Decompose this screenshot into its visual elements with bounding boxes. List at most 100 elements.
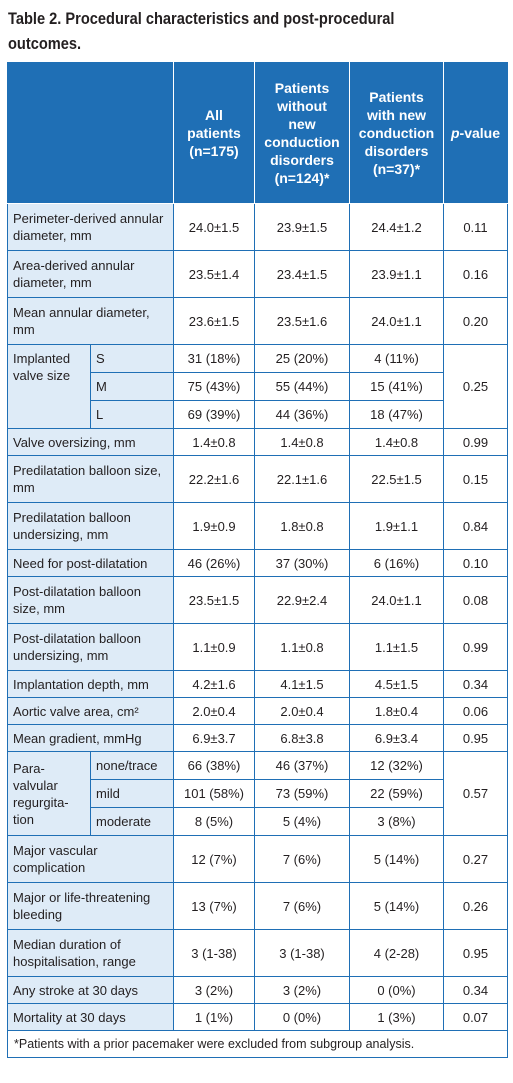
cell-with: 4 (2-28) <box>349 929 444 977</box>
row-label: Major vascular complication <box>7 835 174 883</box>
header-with-disorders: Patients with new conduction disorders (… <box>349 62 444 204</box>
header-without-disorders: Patients without new conduction disorder… <box>254 62 350 204</box>
cell-with: 23.9±1.1 <box>349 250 444 298</box>
cell-p-value: 0.95 <box>443 724 508 752</box>
cell-with: 4 (11%) <box>349 344 444 373</box>
sub-label: S <box>90 344 174 373</box>
cell-with: 6 (16%) <box>349 549 444 577</box>
table-row: Median duration of hospitalisation, rang… <box>7 929 508 977</box>
cell-with: 1.1±1.5 <box>349 623 444 671</box>
cell-without: 1.8±0.8 <box>254 502 350 550</box>
table-title-line-2: outcomes. <box>8 34 82 53</box>
cell-without: 22.1±1.6 <box>254 455 350 503</box>
cell-all: 1.1±0.9 <box>173 623 255 671</box>
cell-p-value: 0.08 <box>443 576 508 624</box>
header-p-value: p-value <box>443 62 508 204</box>
cell-with: 22 (59%) <box>349 779 444 808</box>
cell-all: 6.9±3.7 <box>173 724 255 752</box>
cell-all: 4.2±1.6 <box>173 670 255 698</box>
table-row: Mean gradient, mmHg 6.9±3.7 6.8±3.8 6.9±… <box>7 724 508 752</box>
table-row: Major or life-threatening bleeding 13 (7… <box>7 882 508 930</box>
header-blank <box>7 62 174 204</box>
cell-all: 8 (5%) <box>173 807 255 836</box>
cell-with: 18 (47%) <box>349 400 444 429</box>
table-row: Predilatation balloon undersizing, mm 1.… <box>7 502 508 550</box>
row-label: Post-dilatation balloon size, mm <box>7 576 174 624</box>
cell-all: 66 (38%) <box>173 751 255 780</box>
row-label: Aortic valve area, cm² <box>7 697 174 725</box>
table-row: Perimeter-derived annular diameter, mm 2… <box>7 203 508 251</box>
table-title-line-1: Table 2. Procedural characteristics and … <box>8 9 395 28</box>
cell-without: 23.9±1.5 <box>254 203 350 251</box>
row-label: Need for post-dilatation <box>7 549 174 577</box>
cell-without: 1.4±0.8 <box>254 428 350 456</box>
table-row: M 75 (43%) 55 (44%) 15 (41%) <box>8 372 508 401</box>
cell-all: 13 (7%) <box>173 882 255 930</box>
table-row: moderate 8 (5%) 5 (4%) 3 (8%) <box>8 807 508 836</box>
cell-all: 1 (1%) <box>173 1003 255 1031</box>
cell-p-value: 0.10 <box>443 549 508 577</box>
table-row: L 69 (39%) 44 (36%) 18 (47%) <box>8 400 508 429</box>
cell-p-value: 0.07 <box>443 1003 508 1031</box>
cell-with: 3 (8%) <box>349 807 444 836</box>
row-label: Implanted valve size <box>7 344 91 429</box>
cell-all: 101 (58%) <box>173 779 255 808</box>
cell-with: 5 (14%) <box>349 882 444 930</box>
table-row: Implanted valve size S 31 (18%) 25 (20%)… <box>7 344 508 429</box>
table-row: Mean annular diameter, mm 23.6±1.5 23.5±… <box>7 297 508 345</box>
cell-without: 7 (6%) <box>254 835 350 883</box>
sub-label: none/trace <box>90 751 174 780</box>
cell-all: 75 (43%) <box>173 372 255 401</box>
table-row: Major vascular complication 12 (7%) 7 (6… <box>7 835 508 883</box>
cell-with: 24.4±1.2 <box>349 203 444 251</box>
cell-all: 69 (39%) <box>173 400 255 429</box>
cell-with: 1 (3%) <box>349 1003 444 1031</box>
cell-without: 73 (59%) <box>254 779 350 808</box>
cell-with: 24.0±1.1 <box>349 576 444 624</box>
cell-without: 37 (30%) <box>254 549 350 577</box>
row-label-paravalvular: Para- valvular regurgita- tion <box>7 751 91 836</box>
row-label: Valve oversizing, mm <box>7 428 174 456</box>
cell-all: 12 (7%) <box>173 835 255 883</box>
cell-p-value: 0.06 <box>443 697 508 725</box>
table-row: Need for post-dilatation 46 (26%) 37 (30… <box>7 549 508 577</box>
cell-without: 7 (6%) <box>254 882 350 930</box>
cell-all: 23.5±1.4 <box>173 250 255 298</box>
cell-p-value: 0.25 <box>443 344 508 429</box>
cell-without: 2.0±0.4 <box>254 697 350 725</box>
cell-without: 3 (1-38) <box>254 929 350 977</box>
cell-all: 1.9±0.9 <box>173 502 255 550</box>
table-header-row: All patients (n=175) Patients without ne… <box>7 62 508 204</box>
cell-p-value: 0.99 <box>443 623 508 671</box>
row-label: Predilatation balloon size, mm <box>7 455 174 503</box>
cell-without: 6.8±3.8 <box>254 724 350 752</box>
table-row: Para- valvular regurgita- tion none/trac… <box>7 751 508 836</box>
table-row: mild 101 (58%) 73 (59%) 22 (59%) <box>8 779 508 808</box>
row-label: Mean gradient, mmHg <box>7 724 174 752</box>
cell-p-value: 0.27 <box>443 835 508 883</box>
table-row: Post-dilatation balloon size, mm 23.5±1.… <box>7 576 508 624</box>
cell-without: 3 (2%) <box>254 976 350 1004</box>
table-row: Any stroke at 30 days 3 (2%) 3 (2%) 0 (0… <box>7 976 508 1004</box>
cell-all: 2.0±0.4 <box>173 697 255 725</box>
cell-all: 3 (1-38) <box>173 929 255 977</box>
cell-all: 3 (2%) <box>173 976 255 1004</box>
row-label: Implantation depth, mm <box>7 670 174 698</box>
cell-p-value: 0.11 <box>443 203 508 251</box>
table-row: Post-dilatation balloon undersizing, mm … <box>7 623 508 671</box>
cell-with: 12 (32%) <box>349 751 444 780</box>
cell-with: 5 (14%) <box>349 835 444 883</box>
cell-p-value: 0.15 <box>443 455 508 503</box>
cell-without: 25 (20%) <box>254 344 350 373</box>
cell-without: 55 (44%) <box>254 372 350 401</box>
row-label: Mortality at 30 days <box>7 1003 174 1031</box>
cell-all: 22.2±1.6 <box>173 455 255 503</box>
cell-without: 5 (4%) <box>254 807 350 836</box>
sub-label: L <box>90 400 174 429</box>
cell-with: 6.9±3.4 <box>349 724 444 752</box>
row-label: Mean annular diameter, mm <box>7 297 174 345</box>
table-row: Implantation depth, mm 4.2±1.6 4.1±1.5 4… <box>7 670 508 698</box>
sub-label: moderate <box>90 807 174 836</box>
cell-with: 22.5±1.5 <box>349 455 444 503</box>
footnote-row: *Patients with a prior pacemaker were ex… <box>7 1030 508 1058</box>
